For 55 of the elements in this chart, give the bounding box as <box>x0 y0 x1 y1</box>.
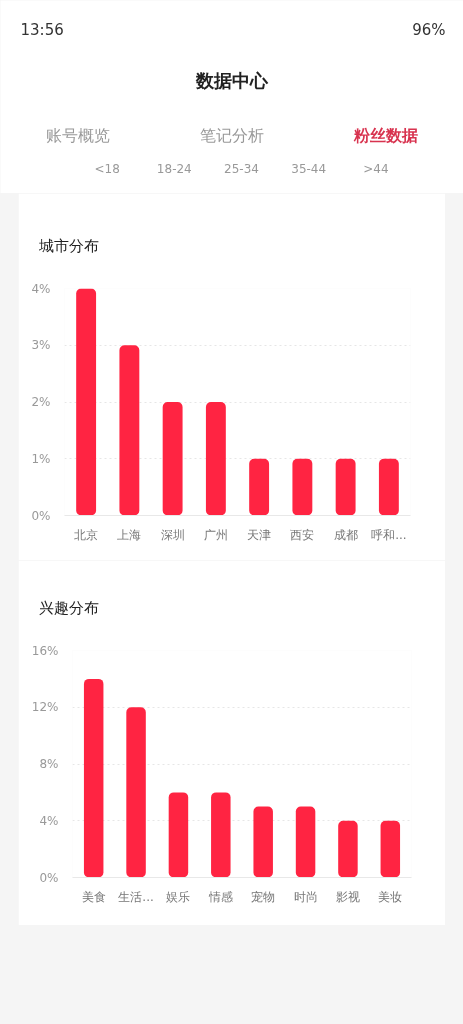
bar <box>162 402 183 516</box>
text: 25-34 <box>224 162 259 176</box>
x-tick-label: 北京 <box>74 527 99 542</box>
x-tick-label: 成都 <box>333 527 358 542</box>
x-tick-label: 影视 <box>335 889 360 904</box>
x-tick-label: 美食 <box>81 889 106 904</box>
bar <box>205 402 226 516</box>
x-tick-label: 广州 <box>203 527 228 542</box>
chart-title: 兴趣分布 <box>38 598 99 617</box>
bar <box>378 458 399 516</box>
text: 笔记分析 <box>200 126 264 145</box>
text: 18-24 <box>156 162 192 176</box>
text: 35-44 <box>291 162 327 176</box>
text: 96% <box>412 20 446 39</box>
x-tick-label: 美妆 <box>378 889 403 904</box>
bar <box>168 792 189 878</box>
bar <box>76 288 97 516</box>
text: <18 <box>94 161 120 176</box>
x-tick-label: 宠物 <box>251 889 276 904</box>
text: 粉丝数据 <box>353 126 419 145</box>
x-tick-label: 天津 <box>247 527 272 542</box>
y-tick-label: 16% <box>31 643 59 658</box>
x-tick-label: 娱乐 <box>166 889 191 904</box>
bar <box>249 458 270 516</box>
y-tick-label: 8% <box>39 757 59 771</box>
bar <box>83 678 104 878</box>
y-tick-label: 12% <box>31 700 59 715</box>
bar <box>338 820 358 878</box>
chart-title: 城市分布 <box>37 236 99 255</box>
x-tick-label: 呼和... <box>371 527 407 542</box>
y-tick-label: 1% <box>31 451 51 466</box>
bar <box>380 820 401 878</box>
x-tick-label: 情感 <box>207 889 233 904</box>
bar <box>119 345 140 516</box>
x-tick-label: 西安 <box>290 527 315 542</box>
bar <box>335 458 356 516</box>
text: >44 <box>363 161 389 176</box>
y-tick-label: 4% <box>39 813 59 828</box>
y-tick-label: 3% <box>31 338 51 353</box>
bar <box>292 458 313 516</box>
text: 13:56 <box>20 20 64 39</box>
bar <box>253 806 273 878</box>
y-tick-label: 0% <box>31 508 51 523</box>
bar <box>211 792 231 878</box>
text: 数据中心 <box>195 70 269 91</box>
y-tick-label: 0% <box>39 870 59 885</box>
bar <box>126 707 146 878</box>
x-tick-label: 深圳 <box>160 527 185 542</box>
bar <box>295 806 316 878</box>
x-tick-label: 生活... <box>118 889 154 904</box>
y-tick-label: 4% <box>31 281 51 296</box>
y-tick-label: 2% <box>31 395 51 409</box>
x-tick-label: 时尚 <box>293 889 318 904</box>
x-tick-label: 上海 <box>117 527 142 542</box>
text: 账号概览 <box>45 126 110 145</box>
